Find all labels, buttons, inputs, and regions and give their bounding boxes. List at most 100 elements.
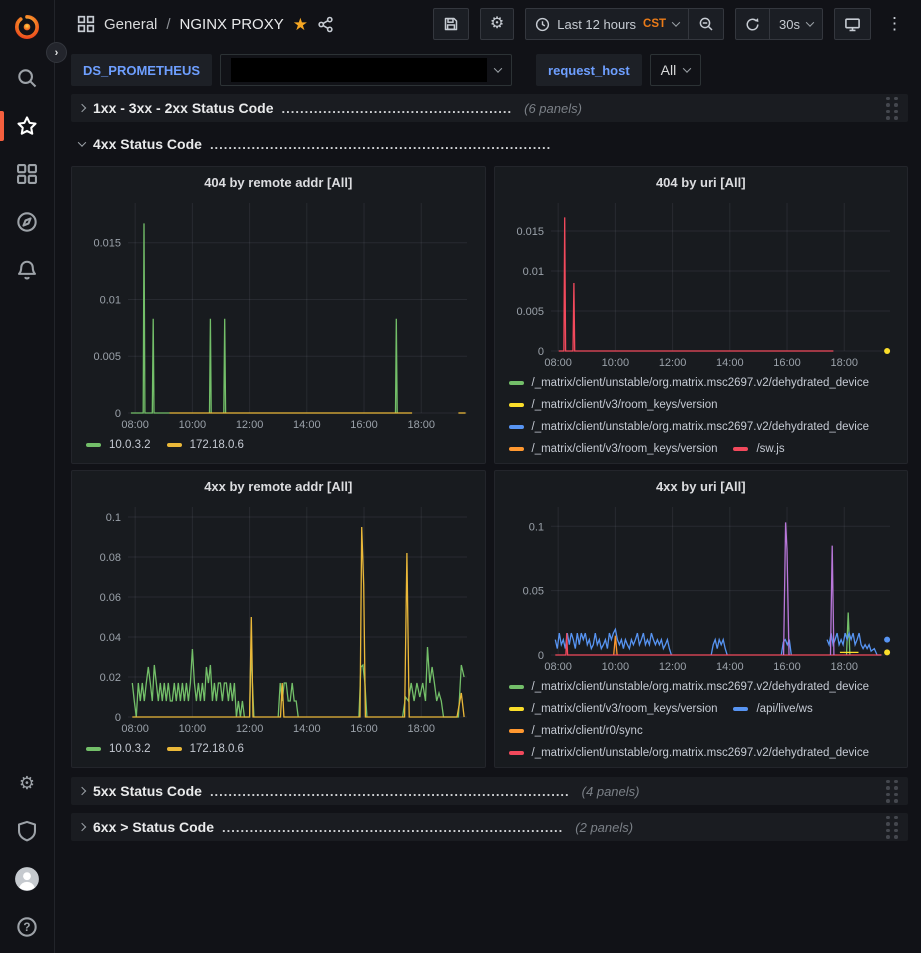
panel-title[interactable]: 404 by uri [All] (503, 173, 900, 195)
more-options-kebab[interactable]: ⋮ (882, 14, 907, 34)
legend-item[interactable]: /_matrix/client/r0/sync (509, 721, 643, 741)
legend-label: /_matrix/client/unstable/org.matrix.msc2… (532, 681, 870, 693)
main-area: General / NGINX PROXY ★ (55, 0, 921, 953)
svg-text:0.02: 0.02 (100, 672, 121, 684)
refresh-interval-picker[interactable]: 30s (769, 9, 822, 39)
row-leader-dots: ........................................… (282, 101, 513, 116)
panel-legend: 10.0.3.2 172.18.0.6 (80, 433, 477, 455)
dashboards-grid-icon (16, 163, 38, 185)
time-range-picker[interactable]: Last 12 hours CST (526, 9, 688, 39)
svg-text:0.08: 0.08 (100, 552, 121, 564)
variable-label-request-host: request_host (536, 54, 642, 86)
svg-text:10:00: 10:00 (179, 723, 207, 735)
chevron-down-icon (683, 64, 691, 72)
row-6xx[interactable]: 6xx > Status Code ......................… (71, 813, 908, 841)
timeseries-plot[interactable]: 08:0010:0012:0014:0016:0018:0000.0050.01… (503, 195, 900, 371)
legend-swatch (509, 425, 524, 429)
sidebar: ⚙ ? (0, 0, 55, 953)
cycle-view-mode-button[interactable] (835, 9, 870, 39)
sidebar-item-explore[interactable] (0, 208, 55, 236)
apps-grid-icon (77, 15, 95, 33)
svg-text:14:00: 14:00 (293, 723, 321, 735)
panel-grid: 404 by remote addr [All] 08:0010:0012:00… (71, 166, 908, 768)
sidebar-item-starred[interactable] (0, 112, 55, 140)
legend-item[interactable]: /_matrix/client/unstable/org.matrix.msc2… (509, 677, 870, 697)
active-indicator (0, 111, 4, 141)
sidebar-expand-button[interactable]: › (46, 42, 67, 63)
svg-text:?: ? (23, 921, 30, 934)
refresh-interval-value: 30s (779, 17, 800, 32)
sidebar-bottom: ⚙ ? (0, 749, 55, 941)
legend-swatch (86, 747, 101, 751)
svg-text:0: 0 (115, 408, 121, 420)
legend-swatch (86, 443, 101, 447)
timeseries-plot[interactable]: 08:0010:0012:0014:0016:0018:0000.0050.01… (80, 195, 477, 433)
legend-item[interactable]: 172.18.0.6 (167, 435, 244, 455)
panel-4xx-by-remote-addr: 4xx by remote addr [All] 08:0010:0012:00… (71, 470, 486, 768)
timeseries-plot[interactable]: 08:0010:0012:0014:0016:0018:0000.050.1 (503, 499, 900, 675)
dashboard-title[interactable]: NGINX PROXY (180, 16, 284, 33)
refresh-button[interactable] (736, 9, 769, 39)
sidebar-item-profile[interactable] (0, 865, 55, 893)
dashboard-settings-button[interactable]: ⚙ (481, 9, 513, 39)
row-drag-handle[interactable] (884, 814, 900, 841)
sidebar-item-search[interactable] (0, 64, 55, 92)
sidebar-item-configuration[interactable]: ⚙ (0, 769, 55, 797)
legend-item[interactable]: 10.0.3.2 (86, 739, 151, 759)
dashboard-content: 1xx - 3xx - 2xx Status Code ............… (55, 94, 921, 953)
legend-item[interactable]: /api/live/ws (733, 699, 812, 719)
row-4xx[interactable]: 4xx Status Code ........................… (71, 130, 908, 158)
svg-text:16:00: 16:00 (773, 661, 801, 673)
sidebar-item-server-admin[interactable] (0, 817, 55, 845)
zoom-out-time-button[interactable] (688, 9, 723, 39)
svg-text:0.1: 0.1 (106, 512, 121, 524)
row-drag-handle[interactable] (884, 95, 900, 122)
chevron-down-icon (78, 138, 86, 146)
dashboard-toolbar: ⚙ Last 12 hours CST (433, 8, 907, 40)
dashboard-header: General / NGINX PROXY ★ (55, 0, 921, 48)
row-drag-handle[interactable] (884, 778, 900, 805)
sidebar-item-help[interactable]: ? (0, 913, 55, 941)
svg-text:08:00: 08:00 (544, 357, 572, 369)
row-1xx-3xx-2xx[interactable]: 1xx - 3xx - 2xx Status Code ............… (71, 94, 908, 122)
legend-swatch (733, 707, 748, 711)
row-5xx[interactable]: 5xx Status Code ........................… (71, 777, 908, 805)
sidebar-item-dashboards[interactable] (0, 160, 55, 188)
timeseries-plot[interactable]: 08:0010:0012:0014:0016:0018:0000.020.040… (80, 499, 477, 737)
legend-item[interactable]: /_matrix/client/unstable/org.matrix.msc2… (509, 743, 870, 759)
panel-title[interactable]: 404 by remote addr [All] (80, 173, 477, 195)
gear-icon: ⚙ (19, 774, 35, 792)
legend-label: 172.18.0.6 (190, 439, 244, 451)
svg-text:0: 0 (537, 650, 543, 662)
legend-item[interactable]: /_matrix/client/unstable/org.matrix.msc2… (509, 373, 870, 393)
svg-text:18:00: 18:00 (407, 723, 435, 735)
legend-item[interactable]: 172.18.0.6 (167, 739, 244, 759)
svg-text:10:00: 10:00 (179, 419, 207, 431)
time-range-label: Last 12 hours (557, 17, 636, 32)
panel-title[interactable]: 4xx by uri [All] (503, 477, 900, 499)
grafana-logo[interactable] (0, 10, 55, 44)
grafana-app: ⚙ ? › (0, 0, 921, 953)
panel-404-by-uri: 404 by uri [All] 08:0010:0012:0014:0016:… (494, 166, 909, 464)
legend-item[interactable]: /_matrix/client/v3/room_keys/version (509, 439, 718, 455)
favorite-star-icon[interactable]: ★ (293, 16, 308, 33)
star-icon (16, 115, 38, 137)
row-leader-dots: ........................................… (210, 137, 551, 152)
legend-item[interactable]: /sw.js (733, 439, 784, 455)
panel-title[interactable]: 4xx by remote addr [All] (80, 477, 477, 499)
panel-legend: /_matrix/client/unstable/org.matrix.msc2… (503, 675, 900, 759)
save-dashboard-button[interactable] (434, 9, 468, 39)
legend-item[interactable]: /_matrix/client/v3/room_keys/version (509, 699, 718, 719)
row-panel-count: (6 panels) (524, 101, 582, 116)
legend-item[interactable]: /_matrix/client/unstable/org.matrix.msc2… (509, 417, 870, 437)
chevron-right-icon (78, 823, 86, 831)
breadcrumb-section[interactable]: General (104, 16, 157, 33)
variables-bar: DS_PROMETHEUS request_host All (55, 48, 921, 94)
legend-item[interactable]: /_matrix/client/v3/room_keys/version (509, 395, 718, 415)
sidebar-item-alerting[interactable] (0, 256, 55, 284)
variable-select-request-host[interactable]: All (650, 54, 702, 86)
variable-select-ds-prometheus[interactable] (220, 54, 512, 86)
share-icon[interactable] (317, 16, 334, 33)
legend-label: /api/live/ws (756, 703, 812, 715)
legend-item[interactable]: 10.0.3.2 (86, 435, 151, 455)
